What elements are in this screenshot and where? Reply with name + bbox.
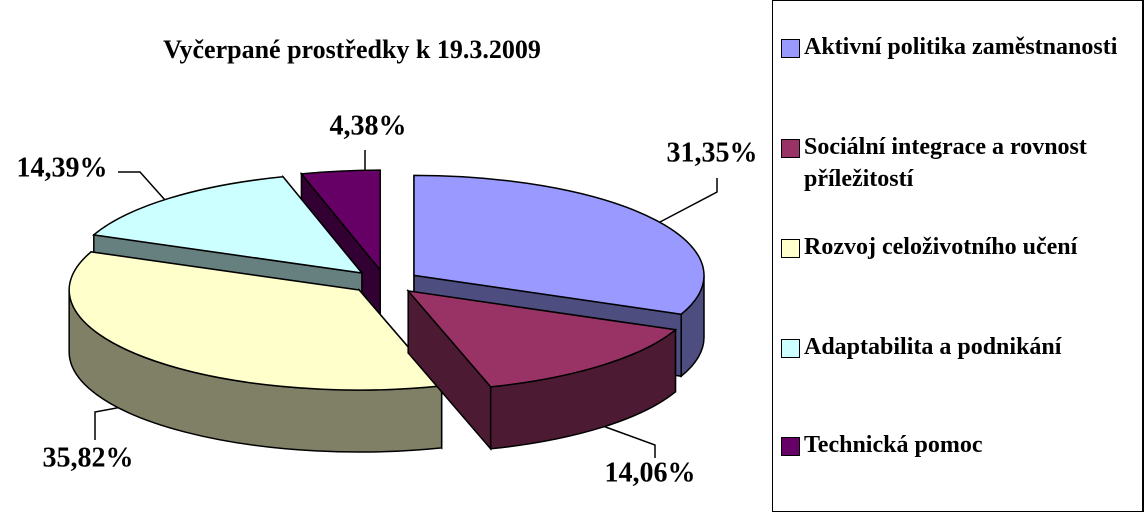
slice	[406, 288, 678, 451]
legend-label: Aktivní politika zaměstnanosti	[804, 34, 1118, 60]
legend-entry: Sociální integrace a rovnost příležitost…	[781, 131, 1134, 195]
legend-label: Sociální integrace a rovnost příležitost…	[804, 134, 1087, 192]
chart: Vyčerpané prostředky k 19.3.2009 31,35% 1…	[17, 35, 758, 488]
data-label: 4,38%	[330, 110, 407, 141]
legend-entry: Technická pomoc	[781, 429, 1134, 461]
leader-line	[599, 424, 656, 458]
legend-swatch	[781, 339, 800, 358]
slice-top	[68, 251, 444, 391]
legend-label: Adaptabilita a podnikání	[804, 334, 1062, 360]
data-label: 31,35%	[667, 137, 758, 168]
leader-line	[659, 178, 718, 223]
slice-top	[299, 169, 381, 273]
legend-entry: Adaptabilita a podnikání	[781, 331, 1134, 363]
legend-swatch	[781, 139, 800, 158]
slice	[68, 251, 444, 453]
legend-swatch	[781, 39, 800, 58]
leader-line	[118, 171, 166, 201]
legend-label: Technická pomoc	[804, 432, 983, 458]
slice-top	[413, 174, 705, 316]
legend-entry: Rozvoj celoživotního učení	[781, 231, 1134, 263]
legend-entry: Aktivní politika zaměstnanosti	[781, 31, 1134, 63]
slice-top	[406, 289, 678, 388]
chart-title: Vyčerpané prostředky k 19.3.2009	[163, 35, 541, 64]
legend: Aktivní politika zaměstnanosti Sociální i…	[772, 0, 1144, 512]
slice-top	[92, 176, 364, 275]
legend-swatch	[781, 239, 800, 258]
data-label: 14,39%	[17, 152, 108, 183]
legend-label: Rozvoj celoživotního učení	[804, 234, 1078, 260]
slices	[68, 169, 705, 453]
legend-swatch	[781, 437, 800, 456]
data-label: 14,06%	[605, 457, 696, 488]
data-label: 35,82%	[43, 442, 134, 473]
